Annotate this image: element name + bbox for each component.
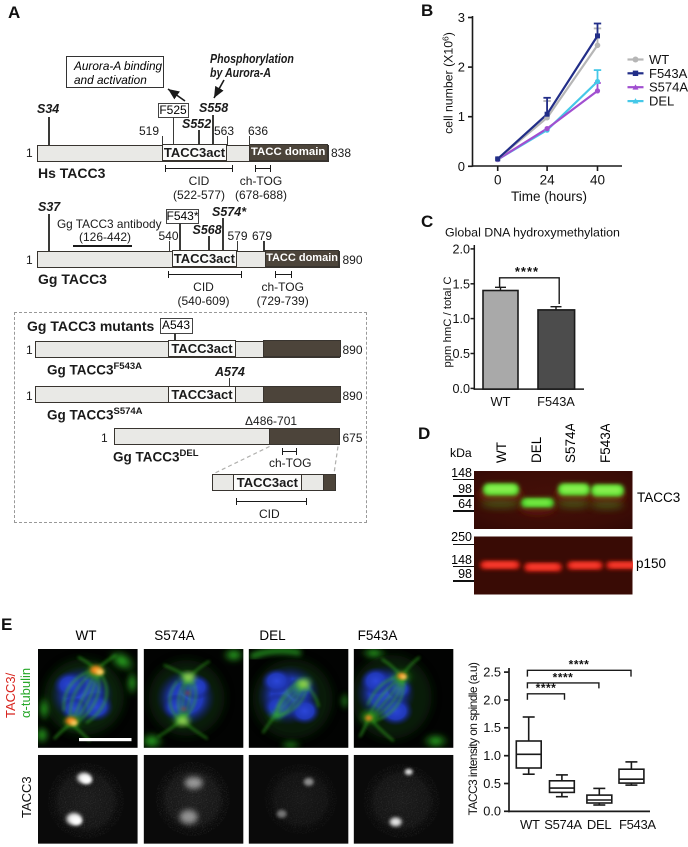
svg-text:0.5: 0.5 xyxy=(452,347,470,361)
svg-text:cell number (X106): cell number (X106) xyxy=(441,32,456,134)
svg-text:Global DNA hydroxymethylation: Global DNA hydroxymethylation xyxy=(445,226,620,240)
svg-text:****: **** xyxy=(553,670,574,684)
svg-text:24: 24 xyxy=(540,173,556,188)
svg-text:WT: WT xyxy=(491,394,511,409)
svg-text:2.5: 2.5 xyxy=(483,665,501,680)
svg-text:2.0: 2.0 xyxy=(452,242,470,256)
svg-text:WT: WT xyxy=(649,52,669,67)
svg-text:1.0: 1.0 xyxy=(452,312,470,326)
svg-text:S574A: S574A xyxy=(544,817,582,832)
svg-text:S574A: S574A xyxy=(649,80,688,95)
svg-text:DEL: DEL xyxy=(649,94,674,109)
svg-text:0: 0 xyxy=(494,173,502,188)
svg-text:ppm hmC / total C: ppm hmC / total C xyxy=(442,276,454,367)
svg-text:****: **** xyxy=(536,681,557,695)
svg-text:F543A: F543A xyxy=(619,817,656,832)
svg-text:0.0: 0.0 xyxy=(452,382,470,396)
svg-text:1.5: 1.5 xyxy=(483,720,501,735)
svg-text:2: 2 xyxy=(458,60,465,75)
svg-text:0.5: 0.5 xyxy=(483,776,501,791)
svg-text:TACC3 intensity on spindle (a.: TACC3 intensity on spindle (a.u) xyxy=(466,662,480,815)
svg-text:WT: WT xyxy=(520,817,540,832)
svg-text:1: 1 xyxy=(458,109,465,124)
svg-text:****: **** xyxy=(515,264,539,279)
svg-text:0: 0 xyxy=(458,159,465,174)
svg-text:F543A: F543A xyxy=(649,66,688,81)
svg-text:2.0: 2.0 xyxy=(483,692,501,707)
svg-text:1.5: 1.5 xyxy=(452,277,470,291)
svg-text:****: **** xyxy=(569,658,590,672)
svg-text:0.0: 0.0 xyxy=(483,804,501,819)
svg-text:F543A: F543A xyxy=(537,394,575,409)
svg-text:40: 40 xyxy=(590,173,605,188)
svg-text:Time (hours): Time (hours) xyxy=(511,189,587,204)
svg-text:DEL: DEL xyxy=(587,817,611,832)
svg-text:1.0: 1.0 xyxy=(483,748,501,763)
svg-text:3: 3 xyxy=(458,10,465,25)
